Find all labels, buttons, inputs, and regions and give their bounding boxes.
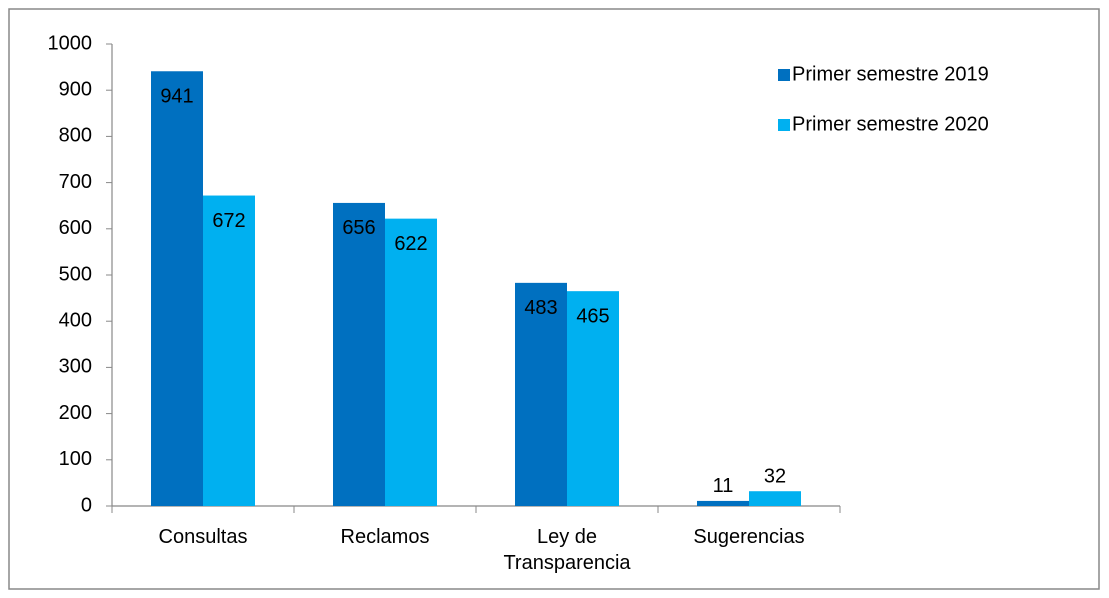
legend-label: Primer semestre 2020 [792, 113, 989, 135]
bar [749, 491, 801, 506]
bar [697, 500, 749, 506]
data-label: 941 [160, 86, 193, 108]
y-tick-label: 400 [59, 309, 92, 331]
legend-swatch [778, 69, 790, 81]
y-tick-label: 0 [81, 494, 92, 516]
y-tick-label: 800 [59, 125, 92, 147]
legend-swatch [778, 119, 790, 131]
bar [567, 291, 619, 506]
y-tick-label: 1000 [48, 32, 93, 54]
x-tick-label: Reclamos [340, 526, 430, 548]
x-tick-label: Consultas [158, 526, 248, 548]
data-label: 11 [713, 475, 734, 497]
y-tick-label: 500 [59, 263, 92, 285]
bar [203, 195, 255, 506]
x-tick-label: Sugerencias [693, 526, 805, 548]
data-label: 465 [576, 305, 609, 327]
bar [385, 218, 437, 507]
data-label: 32 [764, 465, 786, 487]
y-tick-label: 700 [59, 171, 92, 193]
data-label: 622 [394, 233, 427, 255]
y-tick-label: 600 [59, 217, 92, 239]
y-tick-label: 300 [59, 356, 92, 378]
y-tick-label: 100 [59, 448, 92, 470]
y-tick-label: 200 [59, 402, 92, 424]
data-label: 483 [524, 297, 557, 319]
x-tick-label: Ley de Transparencia [503, 526, 631, 574]
bar [151, 71, 203, 507]
bar [515, 282, 567, 506]
data-label: 672 [212, 210, 245, 232]
bar [333, 202, 385, 507]
legend-label: Primer semestre 2019 [792, 63, 989, 85]
y-tick-label: 900 [59, 78, 92, 100]
data-label: 656 [342, 217, 375, 239]
